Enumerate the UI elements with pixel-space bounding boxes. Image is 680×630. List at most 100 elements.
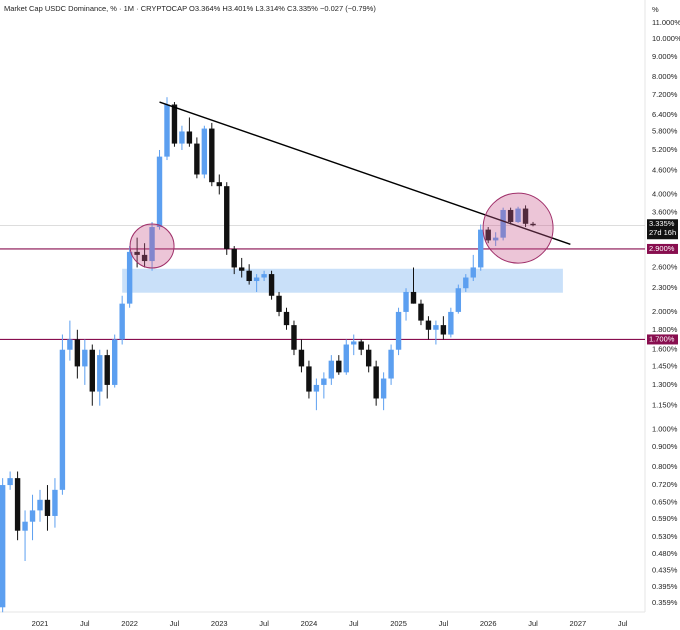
highlight-circle <box>129 223 175 269</box>
candle-body <box>410 291 417 304</box>
candle-body <box>321 378 327 385</box>
y-tick-label: 8.000% <box>652 72 678 81</box>
countdown-label: 27d 16h <box>649 228 676 237</box>
level-label-box <box>647 334 678 345</box>
candle-body <box>425 320 432 330</box>
candle-body <box>463 277 469 289</box>
candle-body <box>433 325 439 330</box>
y-tick-label: 0.530% <box>652 532 678 541</box>
x-tick-label: 2026 <box>480 619 497 628</box>
candle-body <box>455 288 462 312</box>
candle-body <box>276 295 282 312</box>
candle-body <box>238 267 245 271</box>
candle-body <box>164 104 170 157</box>
candle-body <box>306 366 312 392</box>
candle-body <box>44 499 51 516</box>
last-price-box <box>647 219 678 240</box>
candle-body <box>478 229 484 268</box>
y-tick-label: 2.000% <box>652 307 678 316</box>
candle-body <box>134 251 140 255</box>
candle-body <box>388 349 394 379</box>
candle-body <box>261 274 267 278</box>
y-tick-label: 0.359% <box>652 598 678 607</box>
candle-body <box>507 209 514 222</box>
candle-body <box>530 223 536 226</box>
candle-body <box>126 251 133 304</box>
last-price-label: 3.335% <box>649 219 675 228</box>
x-tick-label: Jul <box>80 619 90 628</box>
y-tick-label: 0.650% <box>652 497 678 506</box>
candle-body <box>500 209 506 238</box>
candle-body <box>470 267 476 278</box>
candle-body <box>418 303 424 321</box>
x-tick-label: 2023 <box>211 619 228 628</box>
trendline <box>159 101 571 245</box>
candle-body <box>395 311 402 350</box>
candle-body <box>440 325 447 335</box>
candle-body <box>186 131 193 144</box>
candle-body <box>328 360 335 379</box>
candle-body <box>515 208 521 222</box>
candle-body <box>298 349 305 367</box>
y-tick-label: 10.000% <box>652 34 680 43</box>
candle-body <box>97 355 103 392</box>
x-tick-label: Jul <box>618 619 628 628</box>
candle-body <box>209 128 215 183</box>
candle-body <box>313 384 320 392</box>
x-tick-label: Jul <box>259 619 269 628</box>
candle-body <box>283 311 290 326</box>
candle-body <box>179 131 185 144</box>
y-tick-label: 0.590% <box>652 514 678 523</box>
x-tick-label: Jul <box>170 619 180 628</box>
candle-body <box>194 143 200 175</box>
x-tick-label: Jul <box>349 619 359 628</box>
candle-body <box>0 485 6 608</box>
y-tick-label: 1.150% <box>652 401 678 410</box>
x-tick-label: 2024 <box>301 619 318 628</box>
candle-body <box>358 341 364 350</box>
candle-body <box>89 349 95 392</box>
y-tick-label: 1.000% <box>652 424 678 433</box>
x-tick-label: 2021 <box>32 619 49 628</box>
candle-body <box>104 355 110 385</box>
level-label: 1.700% <box>649 334 675 343</box>
candle-body <box>373 366 379 399</box>
candle-body <box>246 270 252 282</box>
y-tick-label: 0.480% <box>652 549 678 558</box>
y-tick-label: 2.600% <box>652 262 678 271</box>
candle-body <box>156 156 163 228</box>
candle-body <box>224 186 230 249</box>
candle-body <box>485 229 491 241</box>
y-tick-label: 5.800% <box>652 126 678 135</box>
y-tick-label: 1.300% <box>652 380 678 389</box>
candle-body <box>351 341 357 345</box>
highlight-circle <box>482 192 554 264</box>
candle-body <box>29 510 36 522</box>
y-tick-label: 1.600% <box>652 345 678 354</box>
candle-body <box>201 128 208 175</box>
candle-body <box>231 248 237 268</box>
candle-body <box>336 360 342 373</box>
y-tick-label: 1.450% <box>652 361 678 370</box>
x-tick-label: 2025 <box>390 619 407 628</box>
candle-body <box>171 104 178 144</box>
candle-body <box>492 237 499 241</box>
candle-body <box>403 291 409 312</box>
candle-body <box>7 478 13 486</box>
candle-body <box>52 489 58 516</box>
candle-body <box>448 311 454 335</box>
y-tick-label: 0.395% <box>652 582 678 591</box>
y-tick-label: 2.300% <box>652 283 678 292</box>
candle-body <box>119 303 125 340</box>
candle-body <box>112 339 118 385</box>
y-tick-label: 0.720% <box>652 480 678 489</box>
y-tick-label: 7.200% <box>652 90 678 99</box>
chart-title: Market Cap USDC Dominance, % · 1M · CRYP… <box>4 4 376 13</box>
x-tick-label: Jul <box>439 619 449 628</box>
candle-body <box>522 208 529 224</box>
candle-body <box>268 274 275 296</box>
candle-body <box>14 478 21 531</box>
candle-body <box>216 182 222 187</box>
y-tick-label: 0.435% <box>652 565 678 574</box>
